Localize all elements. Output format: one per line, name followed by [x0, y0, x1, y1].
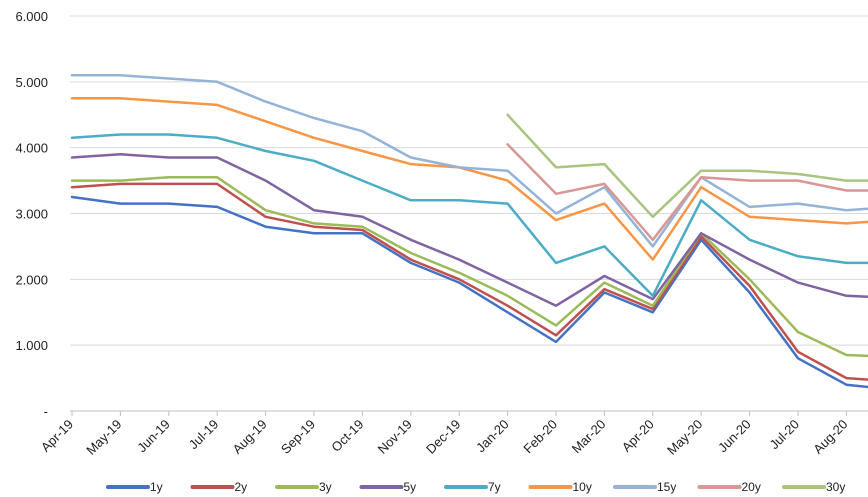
x-tick-label: Jun-19	[134, 417, 173, 456]
series-line-10y	[70, 97, 868, 261]
x-tick-label: Dec-19	[423, 417, 463, 457]
x-tick-label: Aug-19	[229, 417, 269, 457]
legend-label-20y: 20y	[742, 480, 761, 494]
x-tick-label: May-20	[664, 417, 705, 458]
x-tick-label: Apr-19	[38, 417, 76, 455]
y-tick-label: -	[44, 404, 48, 419]
y-tick-label: 6.000	[15, 9, 48, 24]
series-lines	[70, 74, 868, 389]
x-tick-label: Apr-20	[619, 417, 657, 455]
series-line-2y	[70, 182, 868, 381]
y-tick-label: 3.000	[15, 207, 48, 222]
y-tick-label: 1.000	[15, 338, 48, 353]
legend-label-7y: 7y	[488, 480, 501, 494]
x-tick-label: Mar-20	[569, 417, 609, 457]
y-tick-label: 5.000	[15, 75, 48, 90]
x-tick-label: Sep-19	[278, 417, 318, 457]
y-tick-label: 4.000	[15, 141, 48, 156]
legend-label-2y: 2y	[235, 480, 248, 494]
x-tick-label: Jul-19	[186, 417, 222, 453]
legend-label-10y: 10y	[573, 480, 592, 494]
series-line-3y	[70, 176, 868, 358]
legend-label-15y: 15y	[657, 480, 676, 494]
series-line-20y	[506, 143, 868, 242]
x-tick-label: Feb-20	[520, 417, 560, 457]
x-tick-label: May-19	[83, 417, 124, 458]
x-tick-label: Oct-19	[328, 417, 366, 455]
y-tick-label: 2.000	[15, 272, 48, 287]
x-tick-label: Jan-20	[473, 417, 512, 456]
series-line-7y	[70, 133, 868, 298]
series-line-1y	[70, 195, 868, 389]
series-line-5y	[70, 153, 868, 307]
legend-label-1y: 1y	[150, 480, 163, 494]
legend-label-3y: 3y	[319, 480, 332, 494]
x-tick-label: Aug-20	[810, 417, 850, 457]
x-tick-label: Nov-19	[375, 417, 415, 457]
x-tick-label: Jun-20	[715, 417, 754, 456]
legend: 1y 2y 3y 5y 7y 10y 15y 20y 30y	[106, 480, 845, 494]
series-line-30y	[506, 113, 868, 219]
legend-label-30y: 30y	[826, 480, 845, 494]
series-line-15y	[70, 74, 868, 248]
legend-label-5y: 5y	[404, 480, 417, 494]
x-tick-label: Jul-20	[766, 417, 802, 453]
